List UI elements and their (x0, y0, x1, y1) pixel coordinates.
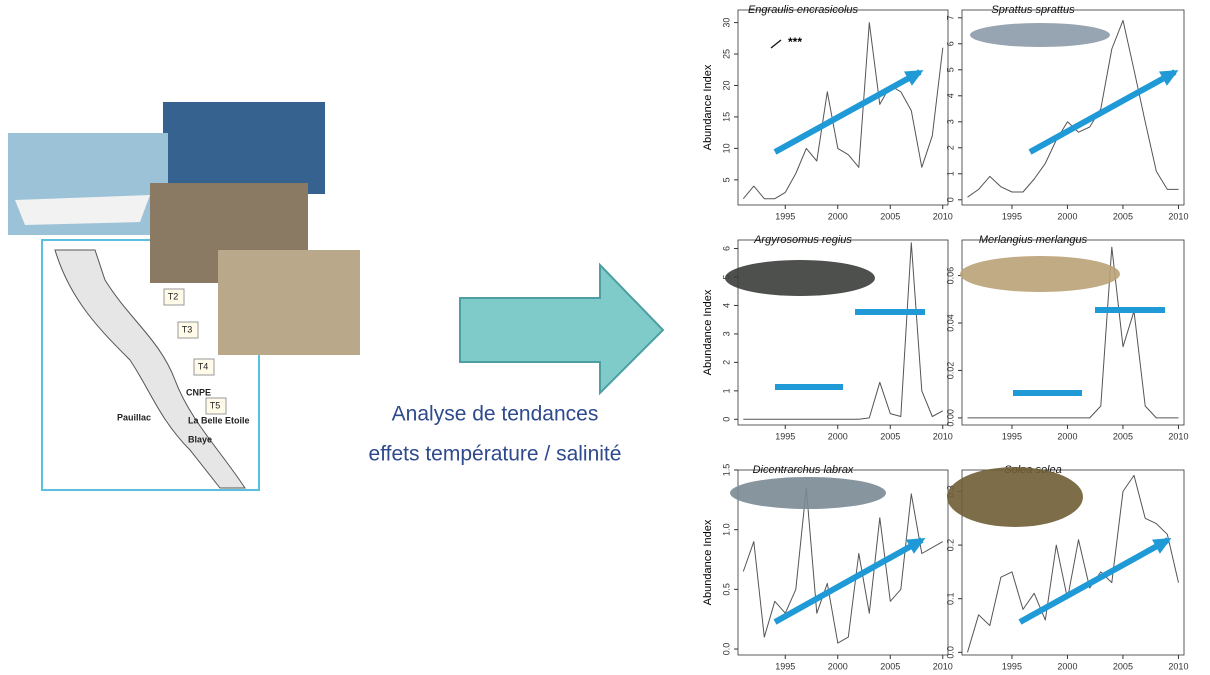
map-label: T4 (198, 361, 209, 371)
y-tick-label: 0 (721, 417, 731, 422)
x-tick-label: 2010 (1168, 211, 1188, 221)
x-tick-label: 2005 (1113, 661, 1133, 671)
x-tick-label: 2000 (828, 211, 848, 221)
photo (218, 250, 360, 355)
x-tick-label: 2010 (933, 211, 953, 221)
y-axis-label: Abundance Index (702, 519, 714, 605)
x-tick-label: 1995 (775, 661, 795, 671)
y-tick-label: 0.00 (945, 409, 955, 427)
x-tick-label: 2005 (1113, 211, 1133, 221)
plot-frame (738, 10, 948, 205)
series-line (743, 23, 943, 199)
process-arrow (460, 265, 663, 393)
y-tick-label: 0.0 (945, 646, 955, 659)
y-tick-label: 2 (721, 360, 731, 365)
fish-image (960, 256, 1120, 292)
y-tick-label: 1.5 (721, 464, 731, 477)
y-tick-label: 6 (945, 41, 955, 46)
y-tick-label: 0 (945, 197, 955, 202)
map-label: T5 (210, 400, 221, 410)
y-tick-label: 6 (721, 246, 731, 251)
y-tick-label: 2 (945, 145, 955, 150)
x-tick-label: 2010 (933, 661, 953, 671)
y-tick-label: 7 (945, 15, 955, 20)
x-tick-label: 2000 (828, 431, 848, 441)
y-tick-label: 5 (721, 177, 731, 182)
y-tick-label: 4 (721, 303, 731, 308)
chart-title: Dicentrarchus labrax (753, 464, 854, 476)
x-tick-label: 1995 (1002, 211, 1022, 221)
map-label: La Belle Etoile (188, 415, 250, 425)
y-tick-label: 0.02 (945, 362, 955, 380)
x-tick-label: 2010 (1168, 431, 1188, 441)
fish-image (725, 260, 875, 296)
photo (163, 102, 325, 194)
y-tick-label: 1 (945, 171, 955, 176)
fish-image (947, 467, 1083, 527)
fish-image (730, 477, 886, 509)
annotation: *** (788, 35, 802, 49)
chart-title: Engraulis encrasicolus (748, 4, 859, 16)
chart-title: Argyrosomus regius (753, 234, 852, 246)
y-tick-label: 0.06 (945, 267, 955, 285)
map-label: T2 (168, 291, 179, 301)
trend-mark (1020, 540, 1168, 622)
caption: effets température / salinité (369, 443, 622, 466)
x-tick-label: 2000 (828, 661, 848, 671)
y-axis-label: Abundance Index (702, 64, 714, 150)
y-tick-label: 3 (945, 119, 955, 124)
trend-mark (775, 72, 920, 152)
photo (15, 195, 150, 225)
series-line (968, 20, 1179, 197)
chart-title: Sprattus sprattus (991, 4, 1075, 16)
slide: Analyse de tendances effets température … (0, 0, 1210, 675)
x-tick-label: 2005 (1113, 431, 1133, 441)
fish-image (970, 23, 1110, 47)
x-tick-label: 2005 (880, 661, 900, 671)
trend-mark (1030, 72, 1175, 152)
annotation-arrow (771, 40, 781, 48)
y-tick-label: 25 (721, 49, 731, 59)
series-line (743, 488, 943, 643)
caption: Analyse de tendances (392, 403, 599, 426)
map-label: Pauillac (117, 412, 151, 422)
y-tick-label: 4 (945, 93, 955, 98)
x-tick-label: 2005 (880, 431, 900, 441)
y-tick-label: 15 (721, 112, 731, 122)
y-tick-label: 3 (721, 331, 731, 336)
x-tick-label: 1995 (1002, 661, 1022, 671)
map-label: T3 (182, 324, 193, 334)
y-tick-label: 1.0 (721, 523, 731, 536)
y-tick-label: 0.1 (945, 592, 955, 605)
x-tick-label: 2000 (1057, 211, 1077, 221)
y-tick-label: 0.0 (721, 643, 731, 656)
chart-title: Merlangius merlangus (979, 234, 1088, 246)
map-label: CNPE (186, 387, 211, 397)
map-label: Blaye (188, 434, 212, 444)
y-tick-label: 0.2 (945, 539, 955, 552)
y-axis-label: Abundance Index (702, 289, 714, 375)
x-tick-label: 2005 (880, 211, 900, 221)
y-tick-label: 30 (721, 18, 731, 28)
x-tick-label: 1995 (775, 431, 795, 441)
x-tick-label: 2010 (933, 431, 953, 441)
y-tick-label: 1 (721, 388, 731, 393)
y-tick-label: 10 (721, 143, 731, 153)
x-tick-label: 2010 (1168, 661, 1188, 671)
x-tick-label: 2000 (1057, 661, 1077, 671)
x-tick-label: 2000 (1057, 431, 1077, 441)
y-tick-label: 20 (721, 80, 731, 90)
x-tick-label: 1995 (775, 211, 795, 221)
x-tick-label: 1995 (1002, 431, 1022, 441)
y-tick-label: 5 (945, 67, 955, 72)
y-tick-label: 0.5 (721, 583, 731, 596)
y-tick-label: 0.04 (945, 314, 955, 332)
